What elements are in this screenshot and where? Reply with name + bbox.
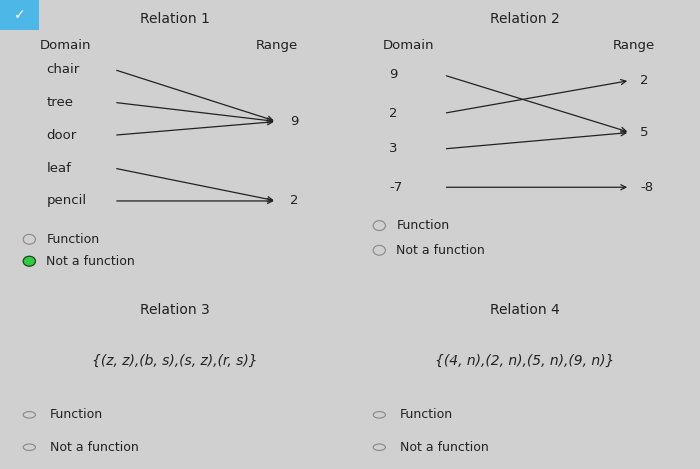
Text: ✓: ✓ bbox=[13, 8, 25, 22]
Text: Domain: Domain bbox=[383, 39, 434, 53]
Text: Domain: Domain bbox=[39, 39, 91, 53]
Text: 2: 2 bbox=[389, 107, 398, 120]
Text: Not a function: Not a function bbox=[396, 244, 485, 257]
Text: pencil: pencil bbox=[46, 195, 86, 207]
Text: Not a function: Not a function bbox=[46, 255, 135, 268]
Text: Not a function: Not a function bbox=[50, 441, 139, 454]
Text: Not a function: Not a function bbox=[400, 441, 489, 454]
Text: -8: -8 bbox=[640, 181, 653, 194]
Text: Relation 1: Relation 1 bbox=[140, 12, 210, 26]
Text: -7: -7 bbox=[389, 181, 402, 194]
Text: leaf: leaf bbox=[46, 162, 71, 174]
Text: Function: Function bbox=[46, 233, 99, 246]
Text: 5: 5 bbox=[640, 126, 649, 139]
Text: Range: Range bbox=[256, 39, 298, 53]
Text: Function: Function bbox=[50, 408, 103, 421]
Text: Relation 2: Relation 2 bbox=[490, 12, 560, 26]
FancyBboxPatch shape bbox=[0, 0, 41, 32]
Text: tree: tree bbox=[46, 96, 74, 109]
Text: {(z, z),(b, s),(s, z),(r, s)}: {(z, z),(b, s),(s, z),(r, s)} bbox=[92, 354, 258, 368]
Text: 2: 2 bbox=[640, 74, 649, 87]
Circle shape bbox=[23, 256, 36, 266]
Text: Range: Range bbox=[612, 39, 654, 53]
Text: Function: Function bbox=[396, 219, 449, 232]
Text: 9: 9 bbox=[389, 68, 398, 82]
Text: {(4, n),(2, n),(5, n),(9, n)}: {(4, n),(2, n),(5, n),(9, n)} bbox=[435, 354, 615, 368]
Text: Function: Function bbox=[400, 408, 453, 421]
Text: 2: 2 bbox=[290, 195, 299, 207]
Text: door: door bbox=[46, 129, 76, 142]
Text: 3: 3 bbox=[389, 143, 398, 155]
Text: Relation 4: Relation 4 bbox=[490, 303, 560, 317]
Text: Relation 3: Relation 3 bbox=[140, 303, 210, 317]
Text: 9: 9 bbox=[290, 115, 299, 128]
Text: chair: chair bbox=[46, 63, 80, 76]
